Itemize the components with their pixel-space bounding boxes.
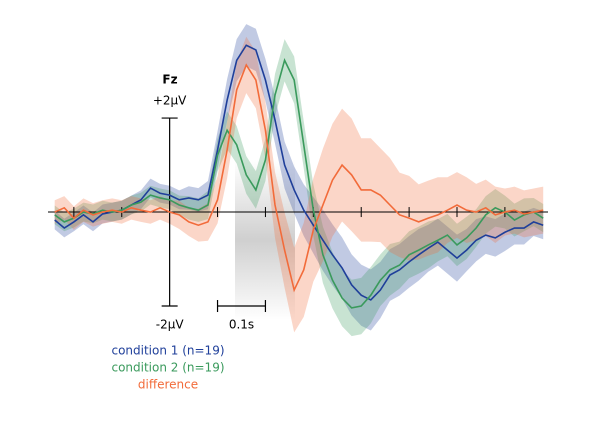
- scale-bar-label: 0.1s: [229, 318, 254, 332]
- legend-label: condition 2 (n=19): [111, 361, 224, 375]
- legend-label: condition 1 (n=19): [111, 344, 224, 358]
- y-tick-label: +2μV: [153, 94, 187, 108]
- error-band: [54, 36, 544, 333]
- line: [54, 63, 544, 293]
- line: [54, 44, 544, 301]
- significance-shade: [235, 160, 295, 320]
- line: [54, 58, 544, 309]
- legend-label: difference: [138, 378, 198, 392]
- y-tick-label: -2μV: [156, 318, 185, 332]
- chart-title: Fz: [162, 73, 177, 87]
- error-band: [54, 39, 544, 337]
